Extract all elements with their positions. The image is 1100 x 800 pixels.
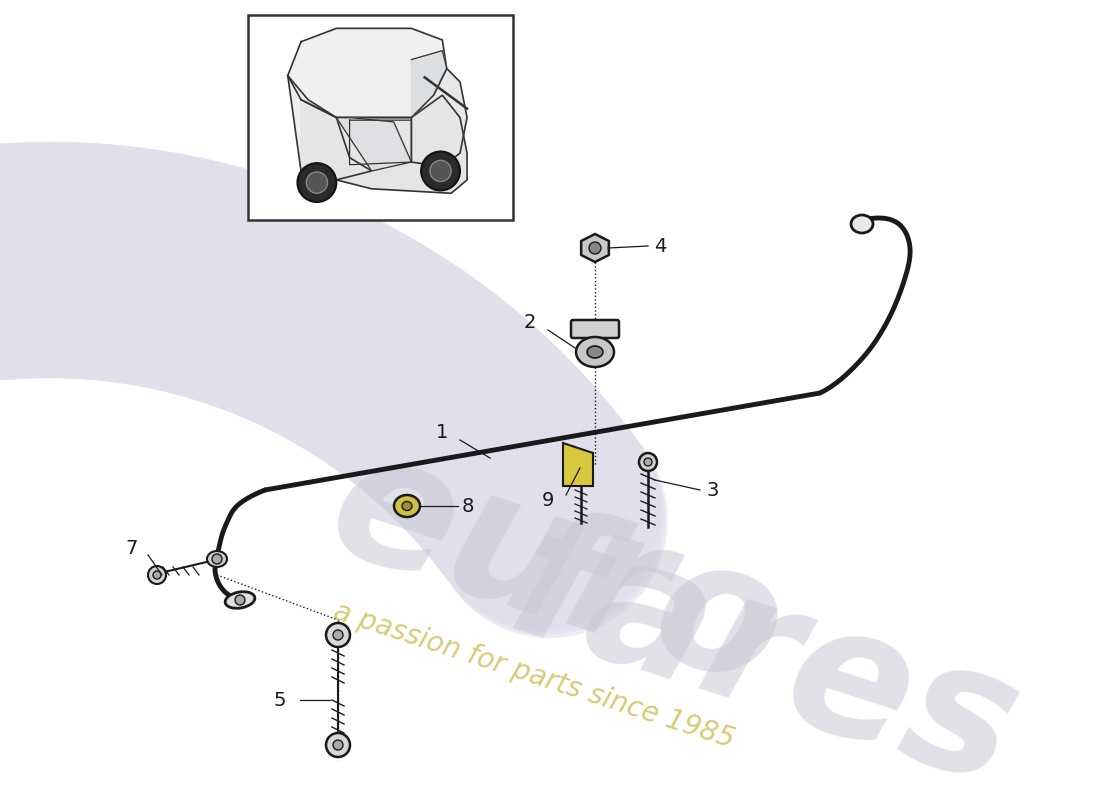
Text: 1: 1 (436, 423, 448, 442)
Text: fares: fares (490, 496, 1038, 800)
Polygon shape (288, 76, 372, 180)
Text: 5: 5 (274, 690, 286, 710)
Circle shape (326, 733, 350, 757)
Text: 3: 3 (706, 481, 718, 499)
Ellipse shape (851, 215, 873, 233)
Ellipse shape (207, 551, 227, 567)
Polygon shape (288, 28, 447, 118)
Text: euro: euro (310, 414, 805, 726)
Text: 8: 8 (462, 497, 474, 515)
Circle shape (333, 630, 343, 640)
Ellipse shape (587, 346, 603, 358)
Circle shape (588, 242, 601, 254)
Circle shape (212, 554, 222, 564)
Bar (248, 15, 513, 220)
Ellipse shape (402, 502, 412, 510)
Circle shape (421, 151, 460, 190)
Circle shape (153, 571, 161, 579)
Polygon shape (301, 95, 468, 194)
Polygon shape (411, 50, 447, 118)
Text: a passion for parts since 1985: a passion for parts since 1985 (330, 598, 738, 754)
FancyBboxPatch shape (571, 320, 619, 338)
Circle shape (644, 458, 652, 466)
Polygon shape (337, 118, 411, 171)
Ellipse shape (576, 337, 614, 367)
Text: 9: 9 (541, 490, 554, 510)
Circle shape (639, 453, 657, 471)
Ellipse shape (226, 592, 255, 608)
Text: 7: 7 (125, 538, 138, 558)
Circle shape (235, 595, 245, 605)
Circle shape (430, 160, 451, 182)
Circle shape (326, 623, 350, 647)
Circle shape (297, 163, 337, 202)
Ellipse shape (394, 495, 420, 517)
Polygon shape (581, 234, 609, 262)
Circle shape (148, 566, 166, 584)
Text: 4: 4 (654, 237, 667, 255)
Polygon shape (563, 443, 593, 486)
Text: 2: 2 (524, 314, 536, 333)
Polygon shape (411, 69, 467, 166)
Circle shape (306, 172, 328, 193)
Circle shape (333, 740, 343, 750)
